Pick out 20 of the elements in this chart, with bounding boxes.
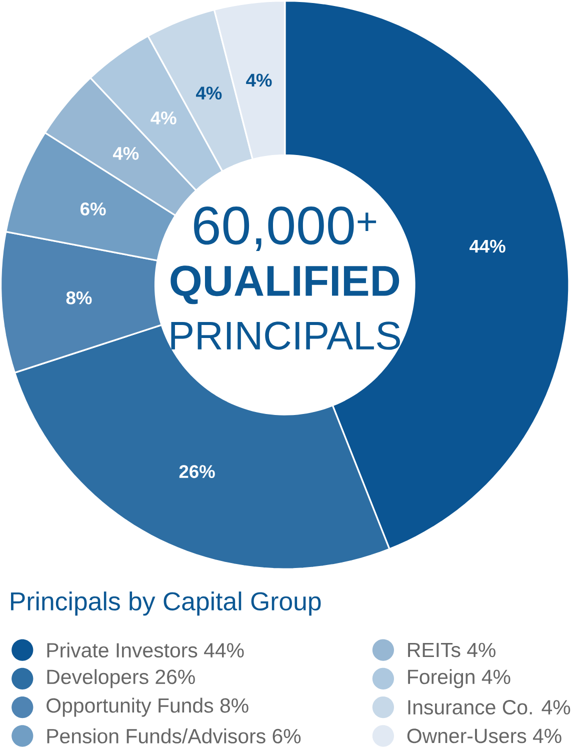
data-label: 6%: [80, 202, 106, 216]
legend-title: Principals by Capital Group: [10, 592, 320, 616]
legend-label: REITs 4%: [408, 642, 496, 658]
data-label: 8%: [66, 291, 92, 304]
legend-label: Pension Funds/Advisors 6%: [47, 728, 300, 744]
data-label: 4%: [112, 146, 138, 160]
legend-label: Developers 26%: [47, 669, 195, 688]
data-label: 4%: [150, 112, 176, 124]
data-label: 44%: [469, 240, 506, 253]
legend-label: Foreign 4%: [408, 669, 510, 688]
text: PRINCIPALS: [171, 322, 400, 350]
text: 60,000$^{+}$: [194, 206, 376, 251]
text: QUALIFIED: [170, 266, 399, 304]
data-label: 4%: [246, 74, 272, 87]
legend-label: Opportunity Funds 8%: [46, 698, 248, 717]
legend-label: Insurance Co. 4%: [408, 700, 570, 715]
legend-label: Private Investors 44%: [47, 642, 244, 658]
data-label: 26%: [179, 465, 215, 478]
data-label: 4%: [196, 86, 222, 100]
legend-label: Owner-Users 4%: [407, 728, 562, 744]
